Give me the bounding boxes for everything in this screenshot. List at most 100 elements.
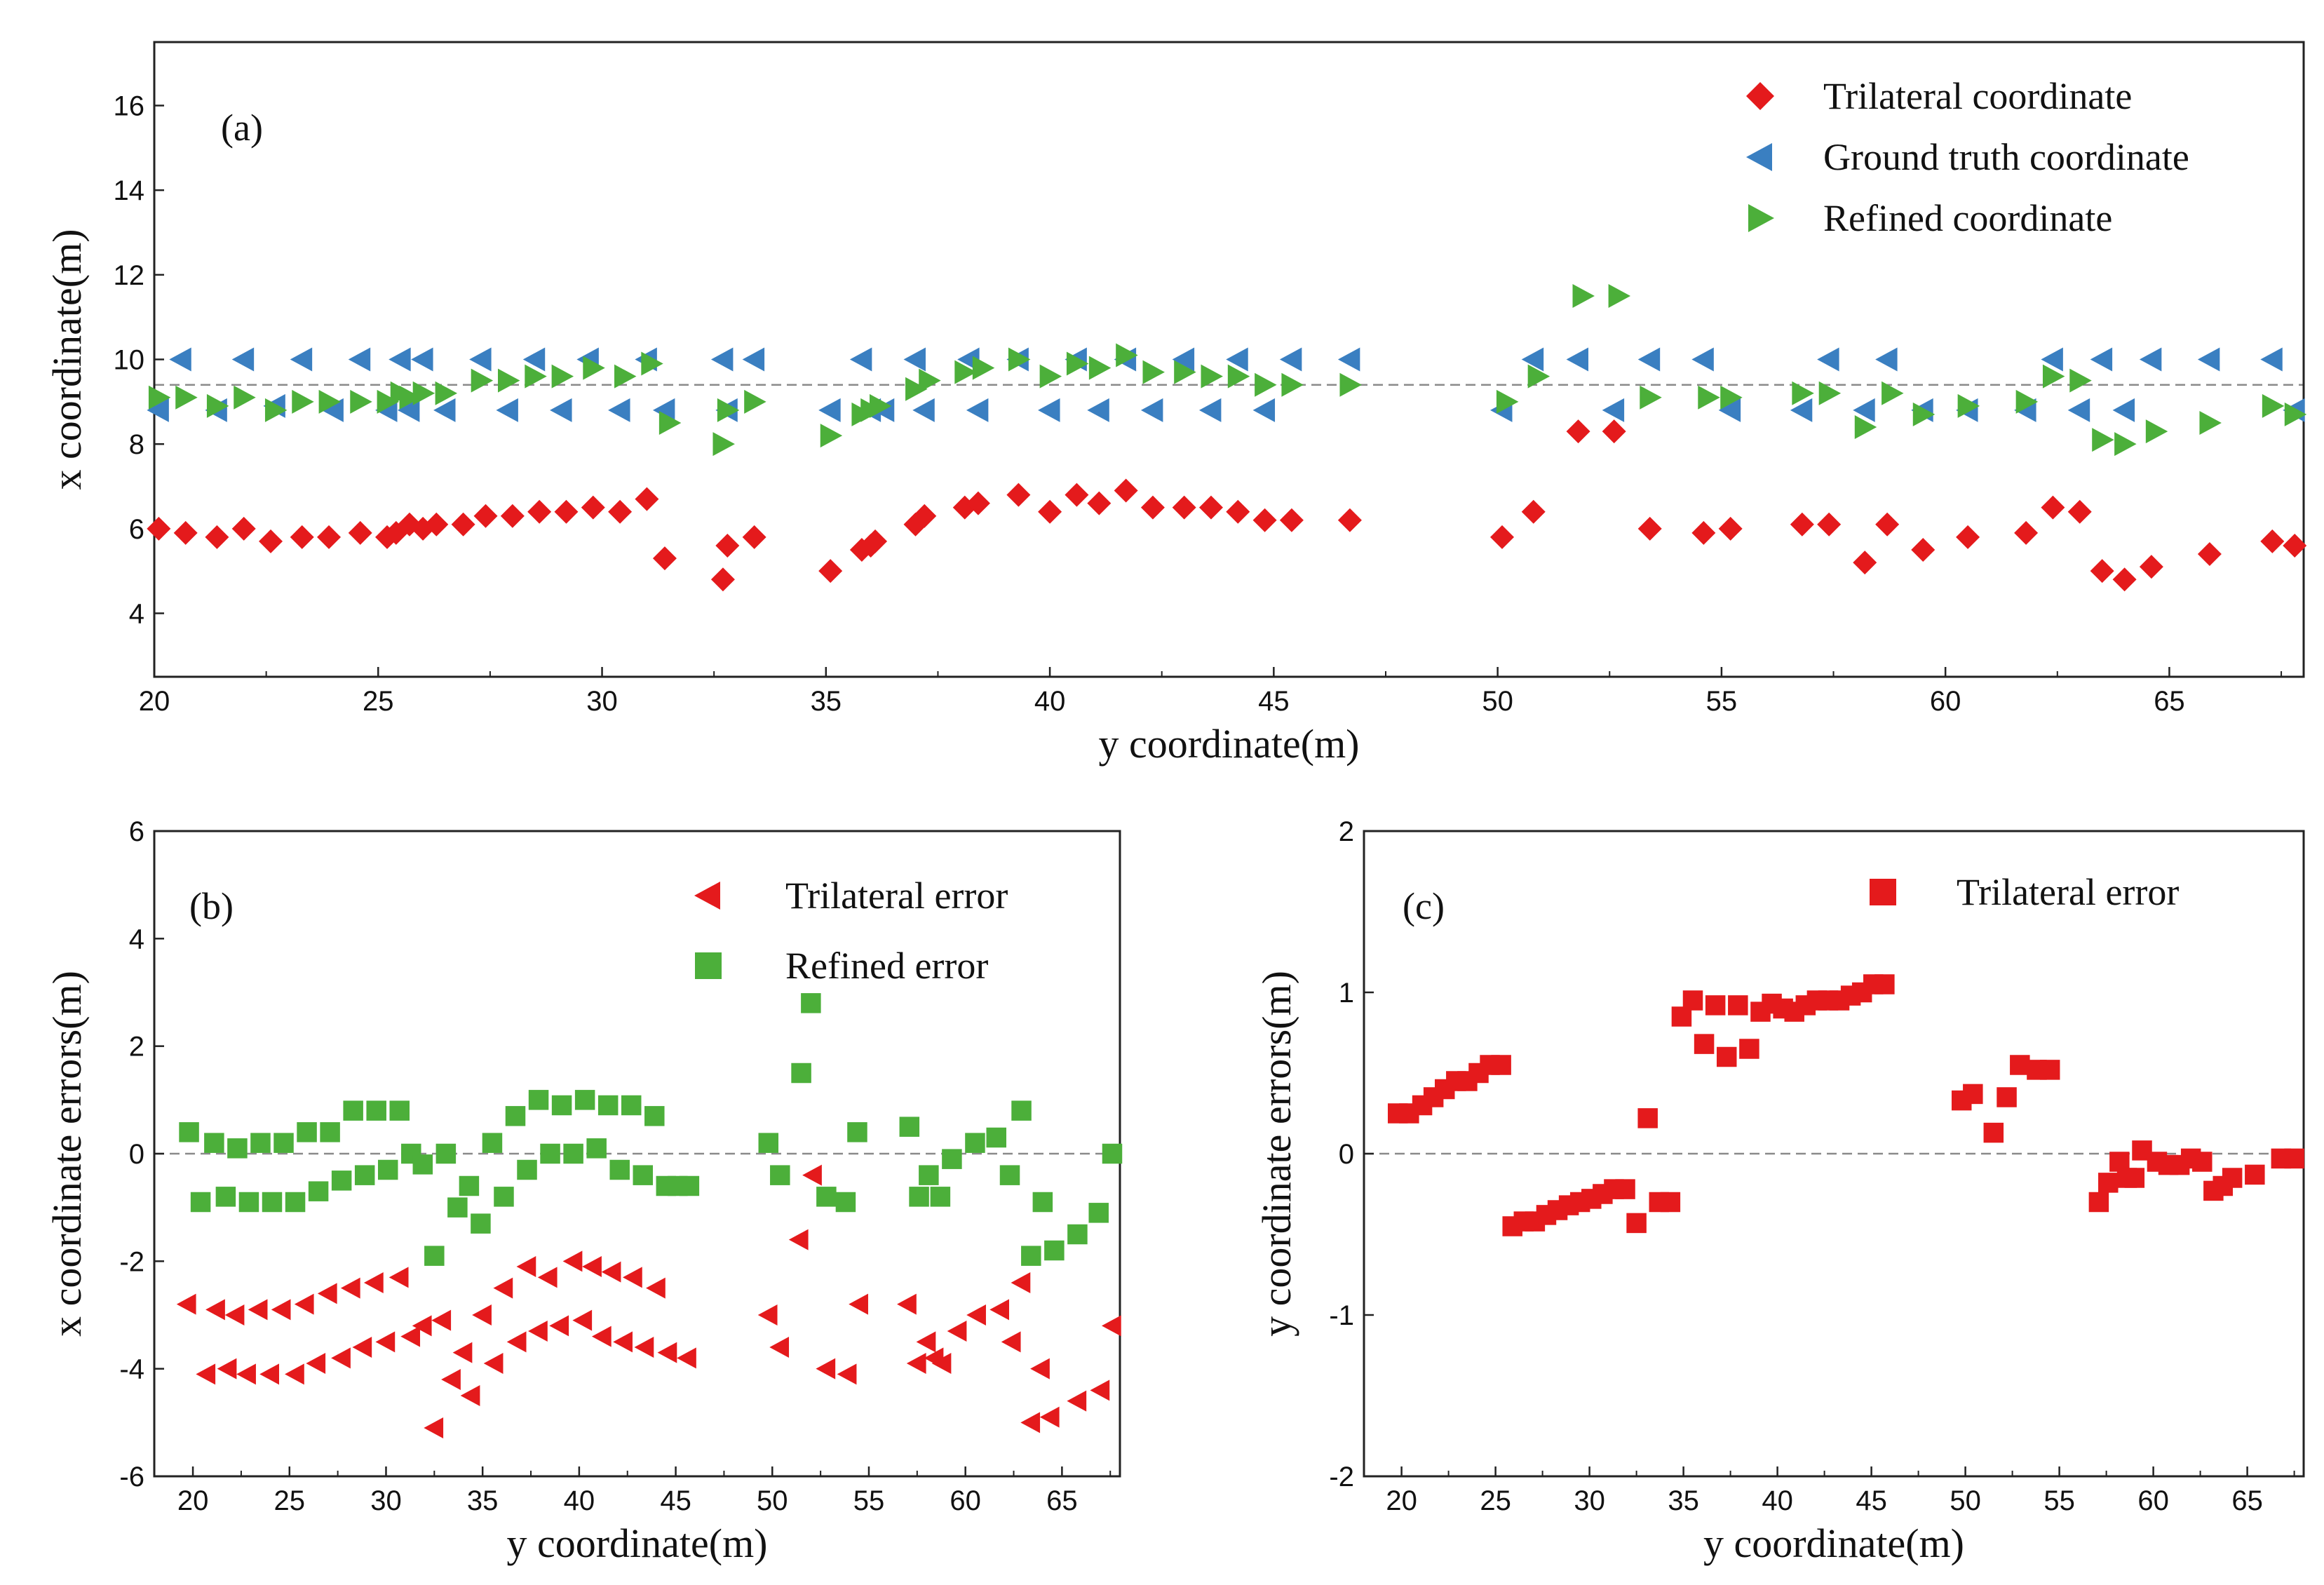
data-point	[582, 1256, 602, 1277]
data-point	[1718, 398, 1741, 422]
data-point	[389, 347, 411, 372]
data-point	[820, 424, 843, 448]
data-point	[516, 1256, 536, 1277]
data-point	[290, 347, 313, 372]
data-point	[912, 504, 937, 528]
data-point	[389, 1267, 409, 1288]
data-point	[1817, 347, 1839, 372]
data-point	[1011, 1272, 1031, 1293]
data-point	[412, 1315, 432, 1337]
data-point	[2015, 389, 2039, 414]
data-point	[1957, 393, 1980, 418]
data-point	[224, 1304, 245, 1326]
data-point	[581, 495, 605, 520]
data-point	[2112, 567, 2137, 592]
data-point	[2039, 1060, 2060, 1080]
legend-marker	[1746, 82, 1774, 110]
data-point	[1491, 1055, 1511, 1075]
data-point	[271, 1299, 291, 1321]
data-point	[169, 347, 191, 372]
data-point	[1032, 1192, 1053, 1213]
data-point	[1739, 1039, 1759, 1059]
data-point	[308, 1181, 329, 1201]
x-axis-label: y coordinate(m)	[1703, 1520, 1964, 1566]
data-point	[331, 1347, 351, 1369]
data-point	[2192, 1152, 2212, 1172]
data-point	[505, 1106, 526, 1126]
y-tick-label: 1	[1339, 978, 1354, 1009]
legend-label: Refined coordinate	[1823, 197, 2112, 239]
data-point	[472, 1304, 492, 1326]
data-point	[2145, 419, 2168, 444]
data-point	[1116, 343, 1138, 367]
data-point	[517, 1159, 537, 1180]
data-point	[1608, 284, 1631, 308]
data-point	[377, 1159, 398, 1180]
data-point	[1337, 508, 1362, 532]
panel-label: (c)	[1403, 885, 1445, 927]
data-point	[919, 1165, 939, 1185]
data-point	[459, 1175, 480, 1196]
data-point	[679, 1175, 700, 1196]
data-point	[572, 1309, 593, 1331]
data-point	[297, 1122, 317, 1142]
data-point	[1226, 347, 1248, 372]
data-point	[238, 1192, 259, 1213]
data-point	[837, 1363, 857, 1385]
y-tick-label: 8	[129, 429, 144, 460]
series-0	[176, 1164, 1121, 1438]
data-point	[2069, 368, 2092, 393]
data-point	[583, 356, 605, 380]
data-point	[1660, 1192, 1681, 1213]
data-point	[791, 1063, 811, 1084]
y-tick-label: 2	[129, 1032, 144, 1063]
y-tick-label: 0	[1339, 1139, 1354, 1170]
x-tick-label: 50	[1950, 1485, 1981, 1516]
data-point	[1090, 1380, 1110, 1401]
data-point	[1337, 347, 1360, 372]
x-tick-label: 25	[274, 1485, 306, 1516]
data-point	[816, 1187, 837, 1207]
data-point	[1279, 347, 1302, 372]
legend: Trilateral error Refined error	[694, 875, 1008, 987]
data-point	[742, 525, 766, 549]
data-point	[352, 1337, 372, 1358]
data-point	[2284, 1148, 2304, 1169]
data-point	[1006, 483, 1031, 507]
y-tick-label: -4	[119, 1354, 144, 1385]
x-tick-label: 60	[2137, 1485, 2169, 1516]
data-point	[1339, 372, 1362, 397]
y-tick-label: 16	[114, 91, 145, 122]
y-tick-label: 4	[129, 599, 144, 630]
data-point	[471, 1213, 491, 1234]
data-point	[574, 1090, 595, 1110]
data-point	[989, 1299, 1010, 1321]
data-point	[849, 1293, 868, 1315]
data-point	[715, 533, 740, 558]
y-axis-label: x coordinate errors(m)	[44, 971, 90, 1337]
legend-label: Trilateral error	[785, 875, 1008, 917]
x-tick-label: 50	[1482, 686, 1513, 717]
data-point	[847, 1122, 867, 1142]
data-point	[441, 1369, 461, 1390]
data-point	[2199, 411, 2222, 435]
data-point	[1140, 495, 1165, 520]
data-point	[1602, 419, 1626, 444]
data-point	[2262, 393, 2285, 418]
data-point	[317, 1283, 337, 1304]
data-point	[1252, 398, 1276, 422]
x-tick-label: 65	[1046, 1485, 1078, 1516]
data-point	[551, 364, 574, 389]
data-point	[290, 525, 314, 549]
data-point	[411, 347, 433, 372]
data-point	[652, 546, 677, 571]
data-point	[1716, 1046, 1737, 1067]
data-point	[919, 368, 941, 393]
data-point	[621, 1095, 642, 1116]
data-point	[999, 1165, 1020, 1185]
data-point	[1044, 1240, 1065, 1261]
data-point	[525, 364, 547, 389]
data-point	[497, 368, 520, 393]
data-point	[1088, 1203, 1109, 1223]
data-point	[1956, 525, 1980, 549]
